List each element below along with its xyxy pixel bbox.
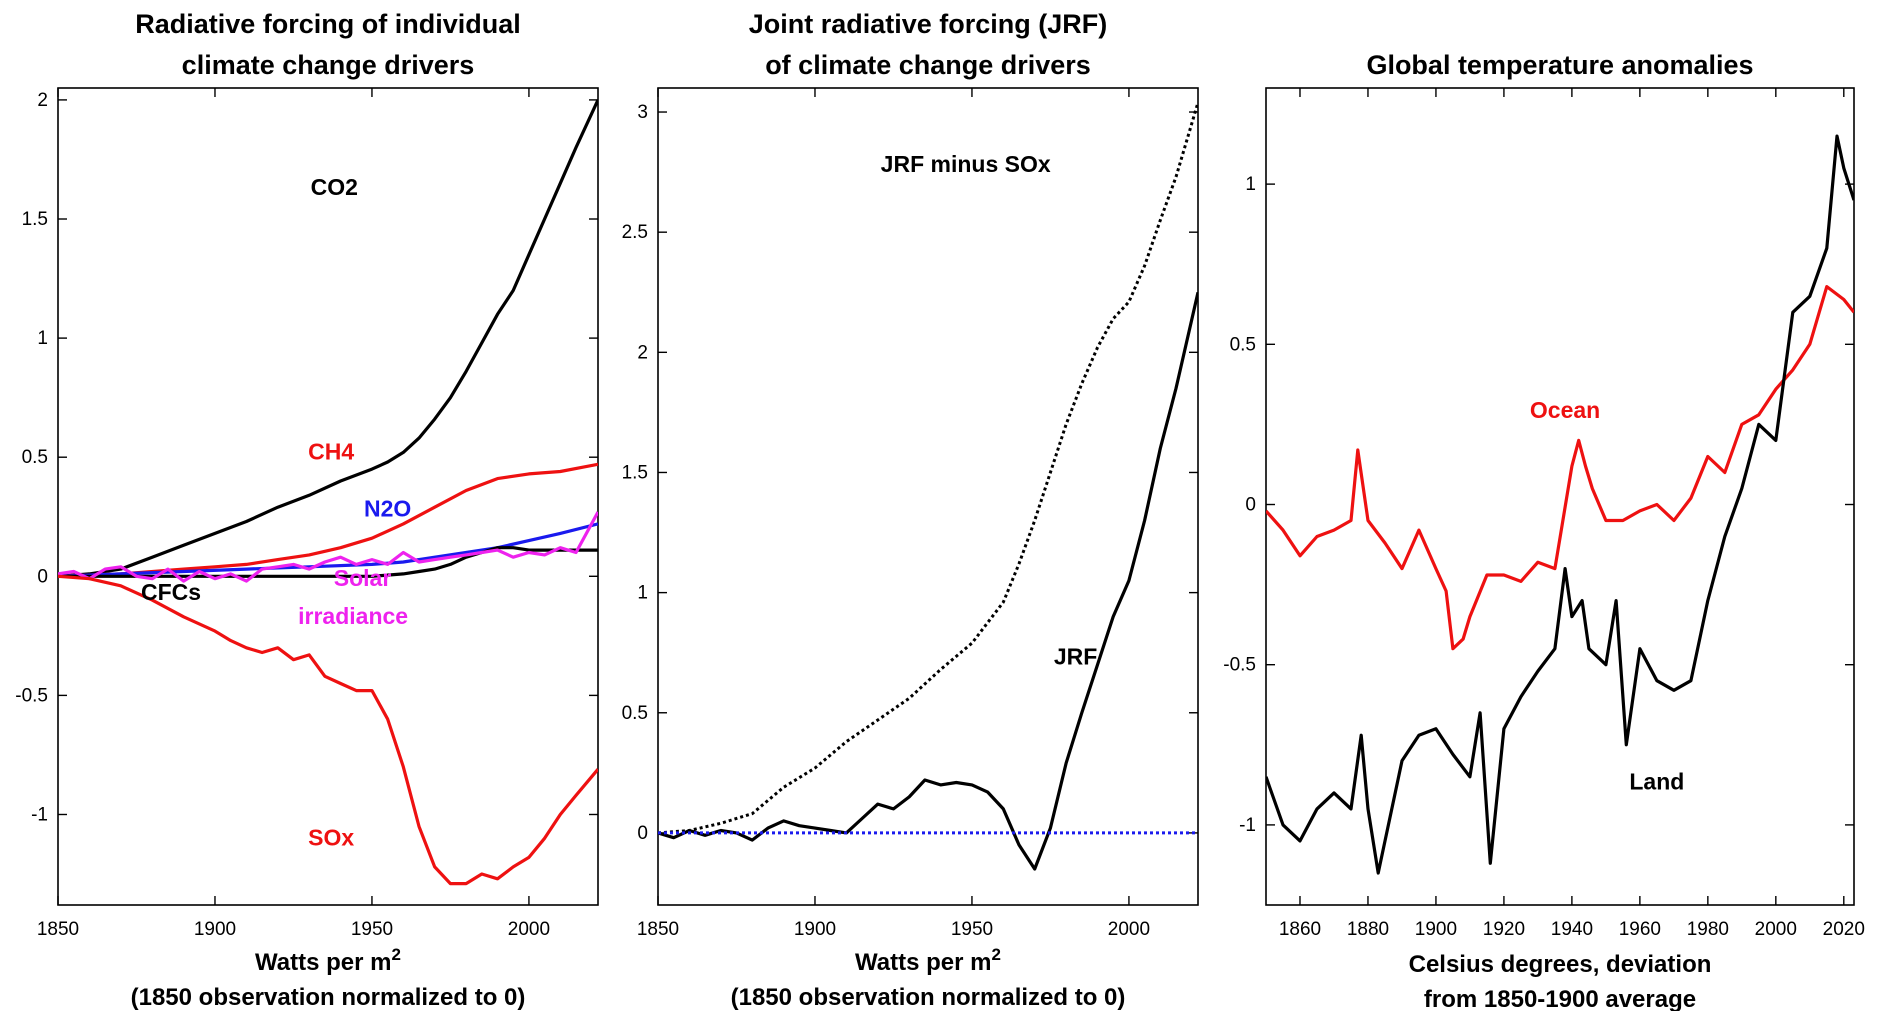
series-label-ocean: Ocean [1530, 397, 1600, 423]
y-tick-label: 1 [1245, 174, 1256, 195]
series-line-jrf-minus-sox [658, 101, 1198, 835]
chart-title-line-1: Joint radiative forcing (JRF) [749, 9, 1108, 39]
plot-area [1266, 134, 1854, 875]
y-tick-label: 0.5 [622, 703, 648, 724]
y-tick-label: -0.5 [1223, 655, 1256, 676]
series-label-co2: CO2 [311, 174, 358, 200]
chart-title-line-1: Radiative forcing of individual [135, 9, 521, 39]
x-axis-label-line-2: from 1850-1900 average [1424, 986, 1696, 1011]
y-tick-label: 3 [637, 102, 648, 123]
x-axis-label-superscript: 2 [392, 945, 401, 964]
series-line-cfcs [58, 546, 598, 578]
x-axis-label: Watts per m2 [855, 945, 1001, 976]
y-tick-label: 1.5 [22, 209, 48, 230]
y-tick-label: 0.5 [22, 447, 48, 468]
y-tick-label: 1.5 [622, 462, 648, 483]
x-tick-label: 1950 [951, 919, 993, 940]
y-tick-label: -1 [31, 804, 48, 825]
x-tick-label: 1980 [1687, 919, 1729, 940]
x-axis-label: Watts per m2 [255, 945, 401, 976]
plot-area [58, 99, 598, 886]
series-label-land: Land [1629, 769, 1684, 795]
x-axis-label-line-2: (1850 observation normalized to 0) [731, 984, 1126, 1011]
chart-title-line-2: climate change drivers [182, 50, 475, 80]
plot-frame [657, 87, 1199, 906]
x-tick-label: 1900 [194, 919, 236, 940]
y-tick-label: 2 [37, 90, 48, 111]
series-label-jrf-minus-sox: JRF minus SOx [881, 151, 1051, 177]
x-tick-label: 1860 [1279, 919, 1321, 940]
y-tick-label: 0 [37, 566, 48, 587]
plot-frame [57, 87, 599, 906]
x-tick-label: 1900 [794, 919, 836, 940]
series-line-co2 [58, 99, 598, 578]
x-tick-label: 1850 [637, 919, 679, 940]
y-tick-label: 0.5 [1230, 334, 1256, 355]
x-tick-label: 2020 [1823, 919, 1865, 940]
y-tick-label: 0 [637, 823, 648, 844]
x-tick-label: 1900 [1415, 919, 1457, 940]
series-label-cfcs: CFCs [141, 579, 201, 605]
plot-area [658, 101, 1198, 871]
series-line-solar-irradiance [58, 511, 598, 583]
series-line-land [1266, 134, 1854, 875]
series-label-ch4: CH4 [308, 439, 354, 465]
series-line-ocean [1266, 285, 1854, 651]
x-axis-label-line-1: Celsius degrees, deviation [1409, 951, 1712, 978]
series-line-ch4 [58, 462, 598, 578]
x-tick-label: 1960 [1619, 919, 1661, 940]
chart-title-line-2: of climate change drivers [765, 50, 1091, 80]
x-tick-label: 1850 [37, 919, 79, 940]
x-tick-label: 1880 [1347, 919, 1389, 940]
series-line-sox [58, 574, 598, 886]
x-tick-label: 1940 [1551, 919, 1593, 940]
series-label-solar: Solar [334, 565, 392, 591]
y-tick-label: 1 [637, 583, 648, 604]
x-tick-label: 1950 [351, 919, 393, 940]
x-axis-label-line-2: (1850 observation normalized to 0) [131, 984, 526, 1011]
series-label-irradiance: irradiance [298, 603, 408, 629]
chart-panel-1: Radiative forcing of individual climate c… [15, 9, 599, 1011]
chart-panel-2: Joint radiative forcing (JRF) of climate … [622, 9, 1199, 1011]
chart-panel-3: Global temperature anomalies 1 0.5 0 -0.5 -1 1… [1223, 50, 1865, 1011]
series-line-jrf [658, 291, 1198, 871]
chart-title-line-1: Global temperature anomalies [1366, 50, 1753, 80]
x-tick-label: 1920 [1483, 919, 1525, 940]
y-tick-label: -0.5 [15, 685, 48, 706]
y-tick-label: 1 [37, 328, 48, 349]
x-tick-label: 2000 [508, 919, 550, 940]
x-tick-label: 2000 [1755, 919, 1797, 940]
x-tick-label: 2000 [1108, 919, 1150, 940]
series-label-n2o: N2O [364, 496, 411, 522]
series-label-sox: SOx [308, 824, 354, 850]
y-tick-label: 0 [1245, 495, 1256, 516]
y-tick-label: 2.5 [622, 222, 648, 243]
series-label-jrf: JRF [1054, 644, 1097, 670]
y-tick-label: -1 [1239, 815, 1256, 836]
y-tick-label: 2 [637, 342, 648, 363]
plot-frame [1265, 87, 1855, 906]
series-line-n2o [58, 522, 598, 578]
x-axis-label-superscript: 2 [992, 945, 1001, 964]
